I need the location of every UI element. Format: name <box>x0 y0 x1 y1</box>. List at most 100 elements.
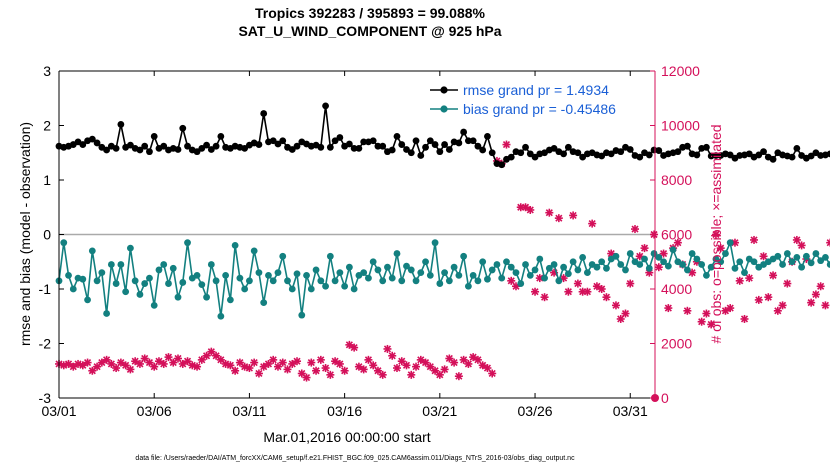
bias-point <box>798 263 806 271</box>
rmse-point <box>498 161 506 169</box>
legend-box <box>426 81 650 119</box>
bias-point <box>698 261 706 268</box>
bias-point <box>731 264 739 272</box>
rmse-point <box>336 134 344 141</box>
bias-point <box>664 262 672 270</box>
obs-marker <box>464 359 473 368</box>
bias-point <box>231 242 239 249</box>
rmse-point <box>112 144 120 152</box>
obs-marker <box>231 366 240 375</box>
bias-point <box>817 257 825 265</box>
rmse-point <box>683 142 691 150</box>
legend-bias-label: bias grand pr = -0.45486 <box>463 101 616 117</box>
rmse-point <box>388 146 396 154</box>
rmse-point <box>241 144 249 152</box>
tick-labels-group: 03/01 03/06 03/11 03/16 03/21 03/26 03/31 -3 -2 -… <box>39 63 701 419</box>
bias-point <box>98 269 106 277</box>
bias-point <box>517 280 525 287</box>
obs-marker <box>588 219 597 228</box>
bias-point <box>431 239 439 247</box>
obs-marker <box>435 370 444 379</box>
bias-point <box>350 285 358 293</box>
bias-point <box>141 280 149 287</box>
rmse-point <box>464 137 472 145</box>
obs-marker <box>554 214 563 223</box>
rmse-point <box>550 144 558 152</box>
obs-marker <box>750 235 759 244</box>
bias-point <box>269 277 277 285</box>
bias-point <box>198 281 206 289</box>
bias-point <box>146 274 153 282</box>
rmse-point <box>274 140 282 148</box>
rmse-point <box>322 102 329 110</box>
bias-point <box>169 264 177 272</box>
obs-marker <box>226 361 235 370</box>
obs-marker <box>502 140 511 149</box>
bias-point <box>426 271 434 279</box>
bias-point <box>155 266 163 274</box>
bias-point <box>393 250 401 257</box>
obs-marker <box>335 359 344 368</box>
y-tick-label-left: -1 <box>39 281 52 297</box>
rmse-point <box>426 137 434 145</box>
rmse-point <box>579 153 587 161</box>
data-file-footer: data file: /Users/raeder/DAI/ATM_forcXX/… <box>135 455 575 462</box>
obs-marker <box>611 301 620 310</box>
rmse-point <box>564 143 572 151</box>
obs-marker <box>350 343 359 352</box>
obs-marker <box>483 364 492 373</box>
obs-marker <box>697 317 706 326</box>
obs-marker <box>83 358 92 367</box>
bias-point <box>403 262 410 270</box>
bias-point <box>250 247 258 255</box>
bias-point <box>441 269 448 277</box>
bias-point <box>322 282 329 290</box>
bias-point <box>107 261 115 268</box>
rmse-point <box>345 140 353 148</box>
obs-marker <box>550 268 559 277</box>
rmse-point <box>198 144 206 152</box>
obs-marker <box>526 205 535 214</box>
obs-marker <box>759 252 768 261</box>
y-tick-label-right: 4000 <box>661 281 692 297</box>
obs-marker <box>792 235 801 244</box>
rmse-point <box>326 143 334 151</box>
bias-point <box>793 253 801 261</box>
obs-marker <box>412 362 421 371</box>
rmse-point <box>260 110 268 117</box>
rmse-point <box>160 142 168 150</box>
bias-point <box>645 264 653 272</box>
y-tick-label-left: 2 <box>43 118 51 134</box>
obs-marker <box>340 366 349 375</box>
bias-point <box>541 274 548 282</box>
obs-marker <box>283 365 292 374</box>
rmse-point <box>436 148 444 156</box>
bias-point <box>512 269 520 277</box>
bias-point <box>531 266 539 274</box>
obs-marker <box>740 314 749 323</box>
rmse-point <box>412 137 420 145</box>
bias-point <box>650 250 658 257</box>
rmse-point <box>117 121 125 128</box>
bias-point <box>741 269 748 277</box>
bias-point <box>279 252 287 260</box>
x-tick-label: 03/26 <box>518 403 553 419</box>
bias-point <box>160 261 168 268</box>
bias-point <box>374 266 382 274</box>
rmse-point <box>745 150 753 158</box>
obs-marker <box>769 271 778 280</box>
y-axis-label-right: # of obs: o=possible; ×=assimilated <box>708 124 724 343</box>
bias-point <box>536 255 544 263</box>
y-axis-label-left: rmse and bias (model - observation) <box>17 122 33 346</box>
y-tick-label-right: 6000 <box>661 227 692 243</box>
bias-point <box>469 271 477 279</box>
rmse-point <box>217 133 225 140</box>
rmse-point <box>807 152 815 160</box>
bias-point <box>612 252 620 260</box>
bias-point <box>288 285 296 293</box>
obs-marker <box>707 320 716 329</box>
obs-marker <box>183 357 192 366</box>
obs-marker <box>545 208 554 217</box>
obs-marker <box>326 370 335 379</box>
